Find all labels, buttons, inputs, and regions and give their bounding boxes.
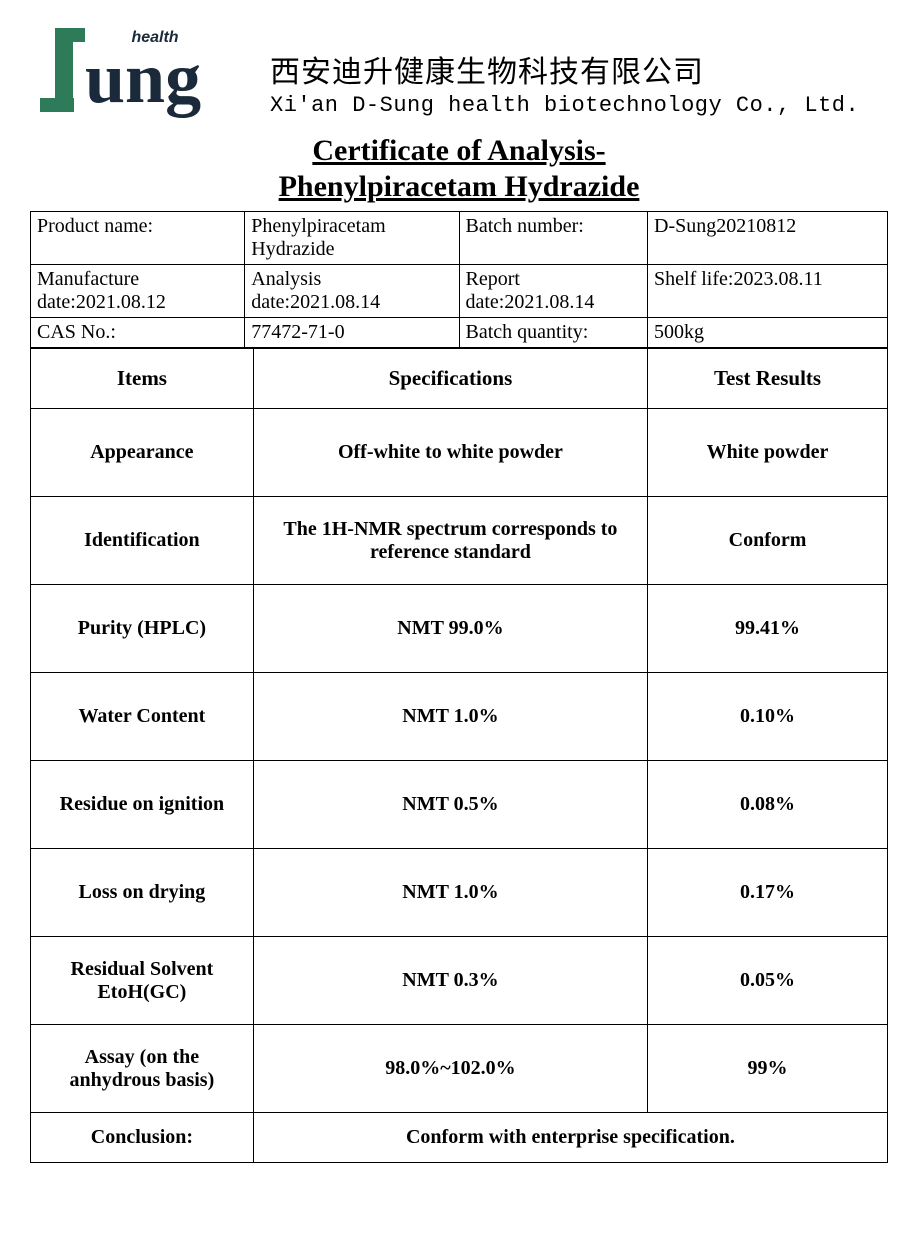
table-row: Assay (on the anhydrous basis) 98.0%~102…	[31, 1025, 888, 1113]
result-cell: 0.17%	[648, 849, 888, 937]
company-text-block: 西安迪升健康生物科技有限公司 Xi'an D-Sung health biote…	[270, 27, 859, 118]
table-row: Residual Solvent EtoH(GC) NMT 0.3% 0.05%	[31, 937, 888, 1025]
spec-cell: NMT 0.5%	[253, 761, 647, 849]
spec-cell: NMT 1.0%	[253, 673, 647, 761]
batch-number-label: Batch number:	[459, 212, 648, 265]
header-results: Test Results	[648, 349, 888, 409]
company-logo-icon: health ung	[30, 20, 260, 125]
table-row: Water Content NMT 1.0% 0.10%	[31, 673, 888, 761]
item-cell: Residual Solvent EtoH(GC)	[31, 937, 254, 1025]
company-name-en: Xi'an D-Sung health biotechnology Co., L…	[270, 93, 859, 118]
item-cell: Appearance	[31, 409, 254, 497]
product-name-value: Phenylpiracetam Hydrazide	[245, 212, 459, 265]
batch-quantity-label: Batch quantity:	[459, 318, 648, 348]
result-cell: 99.41%	[648, 585, 888, 673]
shelf-life: Shelf life:2023.08.11	[648, 265, 888, 318]
item-cell: Identification	[31, 497, 254, 585]
test-header-row: Items Specifications Test Results	[31, 349, 888, 409]
cas-no-label: CAS No.:	[31, 318, 245, 348]
table-row: Appearance Off-white to white powder Whi…	[31, 409, 888, 497]
certificate-title: Certificate of Analysis- Phenylpiracetam…	[30, 133, 888, 205]
batch-quantity-value: 500kg	[648, 318, 888, 348]
company-name-cn: 西安迪升健康生物科技有限公司	[270, 47, 859, 91]
table-row: Identification The 1H-NMR spectrum corre…	[31, 497, 888, 585]
conclusion-row: Conclusion: Conform with enterprise spec…	[31, 1113, 888, 1163]
result-cell: White powder	[648, 409, 888, 497]
title-line-2: Phenylpiracetam Hydrazide	[279, 170, 640, 203]
info-row-1: Product name: Phenylpiracetam Hydrazide …	[31, 212, 888, 265]
item-cell: Purity (HPLC)	[31, 585, 254, 673]
item-cell: Residue on ignition	[31, 761, 254, 849]
result-cell: 99%	[648, 1025, 888, 1113]
item-cell: Water Content	[31, 673, 254, 761]
result-cell: Conform	[648, 497, 888, 585]
info-row-3: CAS No.: 77472-71-0 Batch quantity: 500k…	[31, 318, 888, 348]
result-cell: 0.05%	[648, 937, 888, 1025]
spec-cell: NMT 1.0%	[253, 849, 647, 937]
conclusion-label: Conclusion:	[31, 1113, 254, 1163]
item-cell: Loss on drying	[31, 849, 254, 937]
test-results-table: Items Specifications Test Results Appear…	[30, 348, 888, 1163]
item-cell: Assay (on the anhydrous basis)	[31, 1025, 254, 1113]
table-row: Purity (HPLC) NMT 99.0% 99.41%	[31, 585, 888, 673]
report-date: Report date:2021.08.14	[459, 265, 648, 318]
spec-cell: Off-white to white powder	[253, 409, 647, 497]
company-header: health ung 西安迪升健康生物科技有限公司 Xi'an D-Sung h…	[30, 20, 888, 125]
header-spec: Specifications	[253, 349, 647, 409]
batch-number-value: D-Sung20210812	[648, 212, 888, 265]
analysis-date: Analysis date:2021.08.14	[245, 265, 459, 318]
table-row: Residue on ignition NMT 0.5% 0.08%	[31, 761, 888, 849]
title-line-1: Certificate of Analysis-	[312, 134, 605, 167]
manufacture-date: Manufacture date:2021.08.12	[31, 265, 245, 318]
spec-cell: NMT 99.0%	[253, 585, 647, 673]
svg-text:ung: ung	[85, 38, 201, 118]
product-name-label: Product name:	[31, 212, 245, 265]
result-cell: 0.10%	[648, 673, 888, 761]
table-row: Loss on drying NMT 1.0% 0.17%	[31, 849, 888, 937]
header-items: Items	[31, 349, 254, 409]
info-table: Product name: Phenylpiracetam Hydrazide …	[30, 211, 888, 348]
info-row-2: Manufacture date:2021.08.12 Analysis dat…	[31, 265, 888, 318]
spec-cell: The 1H-NMR spectrum corresponds to refer…	[253, 497, 647, 585]
spec-cell: NMT 0.3%	[253, 937, 647, 1025]
spec-cell: 98.0%~102.0%	[253, 1025, 647, 1113]
cas-no-value: 77472-71-0	[245, 318, 459, 348]
conclusion-text: Conform with enterprise specification.	[253, 1113, 887, 1163]
result-cell: 0.08%	[648, 761, 888, 849]
